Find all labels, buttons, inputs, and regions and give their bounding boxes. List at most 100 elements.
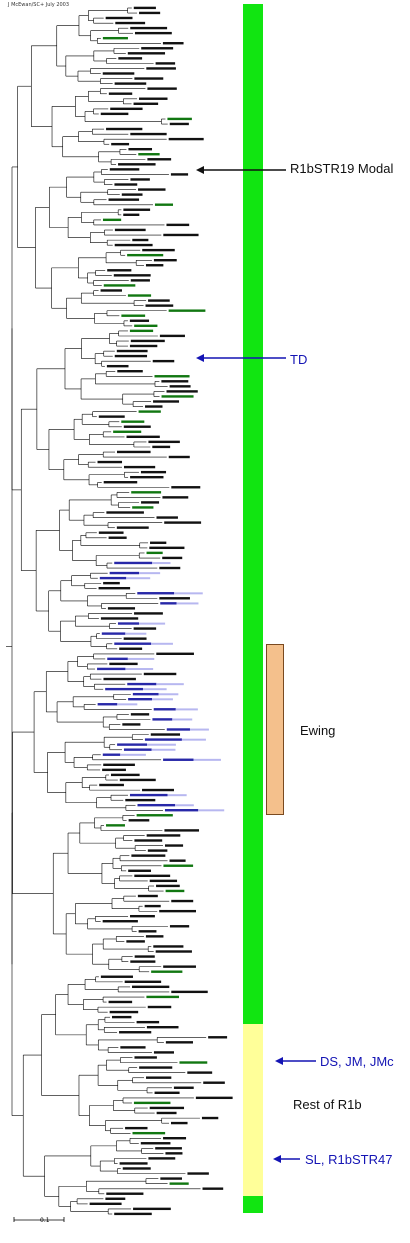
leaf-label [164, 521, 202, 524]
leaf-label [147, 158, 172, 161]
leaf-label [113, 274, 151, 277]
leaf-label-highlight [167, 794, 187, 797]
leaf-label [107, 269, 132, 272]
scale-bar-label: 0.1 [40, 1217, 50, 1224]
leaf-label [133, 1207, 171, 1211]
leaf-label [126, 940, 145, 943]
leaf-label [136, 814, 173, 817]
leaf-label [159, 334, 185, 338]
leaf-label [152, 718, 173, 721]
leaf-label [166, 728, 190, 731]
leaf-label [162, 556, 183, 560]
leaf-label-highlight [152, 562, 171, 565]
leaf-label [125, 1126, 148, 1130]
leaf-label [115, 21, 146, 25]
leaf-label-highlight [151, 642, 173, 645]
leaf-label [146, 1025, 179, 1029]
leaf-label [164, 844, 184, 847]
leaf-label [168, 455, 190, 459]
leaf-label [137, 894, 158, 898]
leaf-label-highlight [147, 743, 176, 746]
label-rest-of-r1b: Rest of R1b [293, 1097, 362, 1112]
leaf-label [105, 1197, 126, 1200]
leaf-label-highlight [139, 622, 166, 625]
leaf-label [163, 758, 194, 761]
leaf-label-highlight [181, 738, 206, 741]
leaf-label [122, 1167, 151, 1170]
leaf-label [129, 329, 154, 333]
leaf-label [159, 566, 181, 570]
leaf-label [98, 531, 124, 534]
leaf-label [152, 445, 171, 449]
leaf-label [138, 153, 160, 156]
leaf-label [153, 1051, 174, 1054]
leaf-label [142, 788, 174, 792]
leaf-label [120, 1046, 146, 1049]
leaf-label-highlight [198, 809, 225, 812]
leaf-label [100, 112, 129, 116]
leaf-label-highlight [120, 753, 146, 756]
leaf-label [106, 364, 129, 368]
leaf-label [162, 42, 184, 45]
leaf-label [147, 1005, 172, 1009]
leaf-label [153, 945, 184, 948]
leaf-label [148, 440, 180, 444]
leaf-label [128, 698, 153, 701]
leaf-label [154, 203, 174, 206]
label-td: TD [290, 352, 308, 367]
leaf-label [107, 657, 128, 661]
leaf-label [165, 889, 185, 893]
leaf-label-highlight [175, 804, 194, 807]
leaf-label [133, 1101, 171, 1105]
leaf-label [130, 339, 165, 343]
leaf-label [156, 1111, 177, 1115]
leaf-label [156, 884, 180, 888]
leaf-label-highlight [189, 728, 209, 731]
leaf-label [99, 576, 127, 580]
leaf-label [103, 481, 138, 484]
label-r1bstr19-modal: R1bSTR19 Modal [290, 161, 394, 176]
leaf-label [106, 824, 125, 827]
leaf-label [129, 319, 150, 322]
leaf-label [161, 395, 194, 398]
leaf-label [126, 435, 160, 439]
leaf-label [155, 950, 192, 953]
leaf-label [105, 687, 143, 691]
leaf-label-highlight [125, 632, 147, 635]
leaf-label-highlight [151, 748, 176, 751]
leaf-label [103, 677, 136, 681]
leaf-label [154, 1091, 180, 1094]
leaf-label [173, 1086, 194, 1089]
label-sl-r1bstr47: SL, R1bSTR47 [305, 1152, 393, 1167]
leaf-label [151, 970, 183, 973]
leaf-label-highlight [174, 592, 203, 595]
leaf-label [130, 713, 150, 716]
leaf-label [145, 405, 163, 408]
leaf-label [139, 1066, 173, 1069]
leaf-label [195, 1096, 233, 1100]
leaf-label [130, 132, 167, 136]
leaf-label [123, 465, 156, 469]
leaf-label [147, 87, 177, 90]
leaf-label-highlight [152, 698, 173, 701]
leaf-label [153, 400, 180, 403]
leaf-label-highlight [176, 602, 199, 605]
leaf-label [102, 36, 128, 40]
leaf-label [109, 662, 138, 666]
leaf-label [106, 1192, 144, 1195]
leaf-label [137, 592, 175, 595]
leaf-label [117, 450, 151, 454]
leaf-label [169, 925, 190, 928]
leaf-label [138, 930, 157, 933]
leaf-label [132, 238, 149, 242]
leaf-label [128, 869, 152, 872]
leaf-label [145, 304, 174, 307]
leaf-label [129, 793, 168, 797]
leaf-label [97, 703, 118, 706]
leaf-label [110, 773, 140, 777]
leaf-label [170, 173, 189, 176]
leaf-label [162, 496, 189, 499]
leaf-label [134, 31, 172, 35]
leaf-label [125, 798, 156, 802]
